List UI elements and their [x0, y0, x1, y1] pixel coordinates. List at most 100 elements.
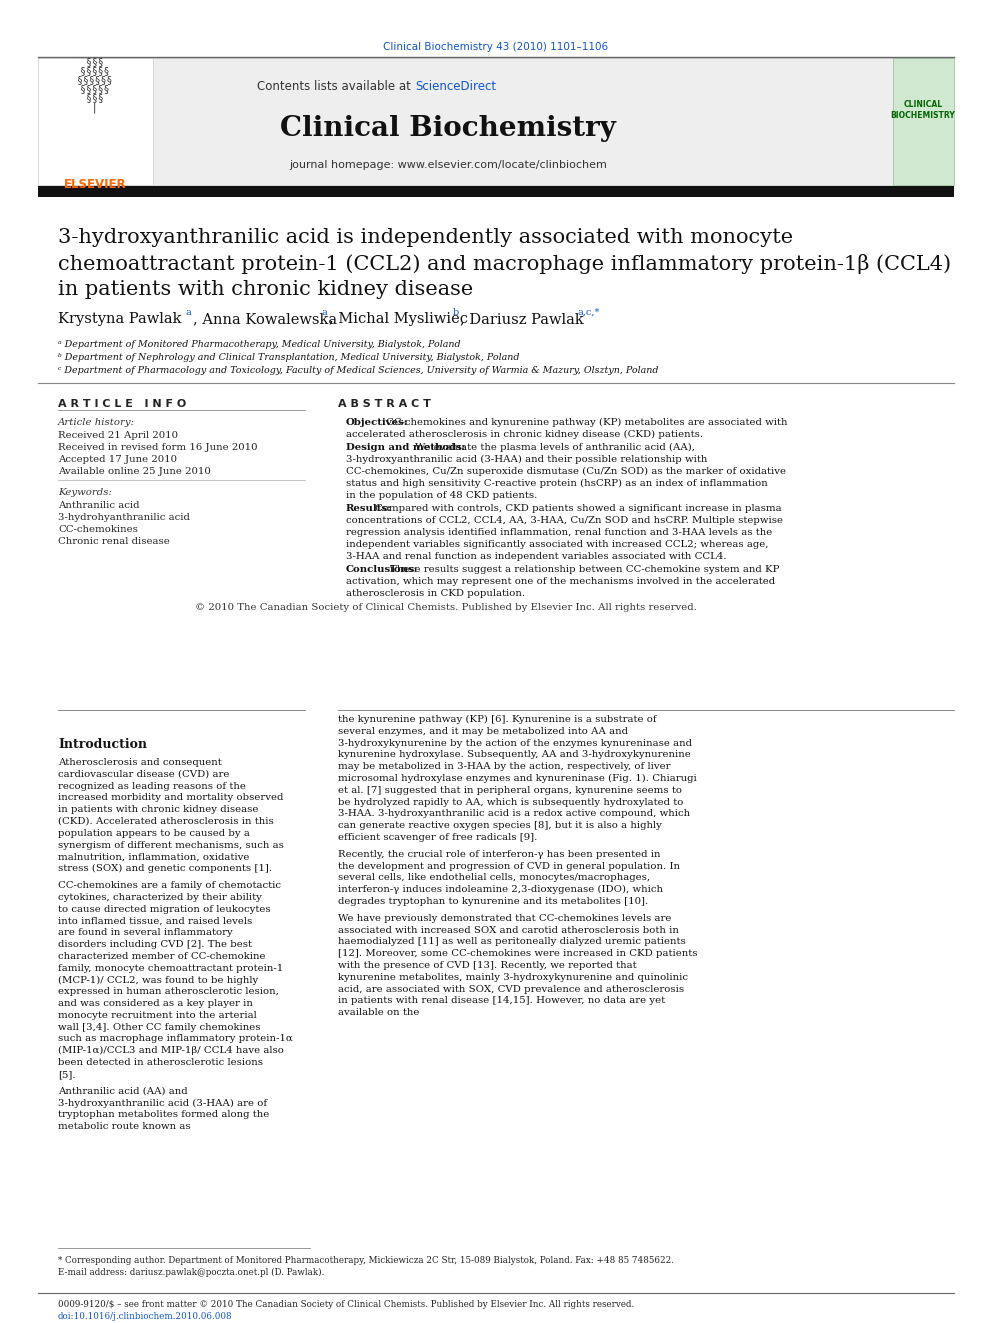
- Text: concentrations of CCL2, CCL4, AA, 3-HAA, Cu/Zn SOD and hsCRP. Multiple stepwise: concentrations of CCL2, CCL4, AA, 3-HAA,…: [346, 516, 783, 525]
- Text: metabolic route known as: metabolic route known as: [58, 1122, 190, 1131]
- Text: tryptophan metabolites formed along the: tryptophan metabolites formed along the: [58, 1110, 269, 1119]
- Text: wall [3,4]. Other CC family chemokines: wall [3,4]. Other CC family chemokines: [58, 1023, 261, 1032]
- Text: are found in several inflammatory: are found in several inflammatory: [58, 929, 233, 937]
- Text: the kynurenine pathway (KP) [6]. Kynurenine is a substrate of: the kynurenine pathway (KP) [6]. Kynuren…: [338, 714, 657, 724]
- Bar: [38, 58, 153, 185]
- Text: increased morbidity and mortality observed: increased morbidity and mortality observ…: [58, 794, 284, 803]
- Text: 3-HAA. 3-hydroxyanthranilic acid is a redox active compound, which: 3-HAA. 3-hydroxyanthranilic acid is a re…: [338, 810, 690, 819]
- Text: [5].: [5].: [58, 1070, 75, 1078]
- Text: Krystyna Pawlak: Krystyna Pawlak: [58, 312, 186, 325]
- Text: * Corresponding author. Department of Monitored Pharmacotherapy, Mickiewicza 2C : * Corresponding author. Department of Mo…: [58, 1256, 674, 1265]
- Text: haemodialyzed [11] as well as peritoneally dialyzed uremic patients: haemodialyzed [11] as well as peritoneal…: [338, 938, 685, 946]
- Text: expressed in human atherosclerotic lesion,: expressed in human atherosclerotic lesio…: [58, 987, 279, 996]
- Text: Clinical Biochemistry: Clinical Biochemistry: [280, 115, 616, 142]
- Text: E-mail address: dariusz.pawlak@poczta.onet.pl (D. Pawlak).: E-mail address: dariusz.pawlak@poczta.on…: [58, 1267, 324, 1277]
- Text: Conclusions:: Conclusions:: [346, 565, 419, 574]
- Text: several cells, like endothelial cells, monocytes/macrophages,: several cells, like endothelial cells, m…: [338, 873, 650, 882]
- Text: Results:: Results:: [346, 504, 392, 513]
- Text: CC-chemokines, Cu/Zn superoxide dismutase (Cu/Zn SOD) as the marker of oxidative: CC-chemokines, Cu/Zn superoxide dismutas…: [346, 467, 786, 476]
- Text: journal homepage: www.elsevier.com/locate/clinbiochem: journal homepage: www.elsevier.com/locat…: [289, 160, 607, 169]
- Text: Anthranilic acid (AA) and: Anthranilic acid (AA) and: [58, 1086, 187, 1095]
- Text: such as macrophage inflammatory protein-1α: such as macrophage inflammatory protein-…: [58, 1035, 293, 1044]
- Text: in patients with chronic kidney disease: in patients with chronic kidney disease: [58, 280, 473, 299]
- Text: disorders including CVD [2]. The best: disorders including CVD [2]. The best: [58, 941, 252, 949]
- Text: CC-chemokines: CC-chemokines: [58, 525, 138, 534]
- Text: a,c,*: a,c,*: [578, 308, 600, 318]
- Text: Atherosclerosis and consequent: Atherosclerosis and consequent: [58, 758, 222, 767]
- Text: can generate reactive oxygen species [8], but it is also a highly: can generate reactive oxygen species [8]…: [338, 822, 662, 831]
- Bar: [893, 58, 954, 185]
- Text: et al. [7] suggested that in peripheral organs, kynurenine seems to: et al. [7] suggested that in peripheral …: [338, 786, 682, 795]
- Text: activation, which may represent one of the mechanisms involved in the accelerate: activation, which may represent one of t…: [346, 577, 775, 586]
- Text: been detected in atherosclerotic lesions: been detected in atherosclerotic lesions: [58, 1058, 263, 1068]
- Text: [12]. Moreover, some CC-chemokines were increased in CKD patients: [12]. Moreover, some CC-chemokines were …: [338, 949, 697, 958]
- Text: (MIP-1α)/CCL3 and MIP-1β/ CCL4 have also: (MIP-1α)/CCL3 and MIP-1β/ CCL4 have also: [58, 1046, 284, 1056]
- Text: These results suggest a relationship between CC-chemokine system and KP: These results suggest a relationship bet…: [390, 565, 779, 574]
- Text: in patients with chronic kidney disease: in patients with chronic kidney disease: [58, 806, 258, 814]
- Text: atherosclerosis in CKD population.: atherosclerosis in CKD population.: [346, 589, 525, 598]
- Bar: [38, 187, 954, 197]
- Text: Clinical Biochemistry 43 (2010) 1101–1106: Clinical Biochemistry 43 (2010) 1101–110…: [384, 42, 608, 52]
- Text: family, monocyte chemoattractant protein-1: family, monocyte chemoattractant protein…: [58, 963, 284, 972]
- Text: in patients with renal disease [14,15]. However, no data are yet: in patients with renal disease [14,15]. …: [338, 996, 665, 1005]
- Text: population appears to be caused by a: population appears to be caused by a: [58, 828, 250, 837]
- Text: CC-chemokines and kynurenine pathway (KP) metabolites are associated with: CC-chemokines and kynurenine pathway (KP…: [386, 418, 788, 427]
- Text: Compared with controls, CKD patients showed a significant increase in plasma: Compared with controls, CKD patients sho…: [375, 504, 782, 513]
- Text: available on the: available on the: [338, 1008, 420, 1017]
- Text: Introduction: Introduction: [58, 738, 147, 751]
- Text: 3-hydroxyanthranilic acid is independently associated with monocyte: 3-hydroxyanthranilic acid is independent…: [58, 228, 794, 247]
- Text: synergism of different mechanisms, such as: synergism of different mechanisms, such …: [58, 840, 284, 849]
- Text: Accepted 17 June 2010: Accepted 17 June 2010: [58, 455, 177, 464]
- Text: kynurenine metabolites, mainly 3-hydroxykynurenine and quinolinic: kynurenine metabolites, mainly 3-hydroxy…: [338, 972, 688, 982]
- Text: Available online 25 June 2010: Available online 25 June 2010: [58, 467, 210, 476]
- Text: 3-HAA and renal function as independent variables associated with CCL4.: 3-HAA and renal function as independent …: [346, 552, 726, 561]
- Text: ᶜ Department of Pharmacology and Toxicology, Faculty of Medical Sciences, Univer: ᶜ Department of Pharmacology and Toxicol…: [58, 366, 659, 374]
- Text: efficient scavenger of free radicals [9].: efficient scavenger of free radicals [9]…: [338, 833, 538, 841]
- Text: Recently, the crucial role of interferon-γ has been presented in: Recently, the crucial role of interferon…: [338, 849, 661, 859]
- Text: independent variables significantly associated with increased CCL2; whereas age,: independent variables significantly asso…: [346, 540, 769, 549]
- Text: a: a: [322, 308, 327, 318]
- Text: ᵇ Department of Nephrology and Clinical Transplantation, Medical University, Bia: ᵇ Department of Nephrology and Clinical …: [58, 353, 520, 363]
- Text: , Anna Kowalewska: , Anna Kowalewska: [193, 312, 342, 325]
- Text: degrades tryptophan to kynurenine and its metabolites [10].: degrades tryptophan to kynurenine and it…: [338, 897, 648, 906]
- Text: acid, are associated with SOX, CVD prevalence and atherosclerosis: acid, are associated with SOX, CVD preva…: [338, 984, 684, 994]
- Text: 3-hydroxykynurenine by the action of the enzymes kynureninase and: 3-hydroxykynurenine by the action of the…: [338, 738, 692, 747]
- Text: Design and methods:: Design and methods:: [346, 443, 465, 452]
- Text: cardiovascular disease (CVD) are: cardiovascular disease (CVD) are: [58, 770, 229, 779]
- Text: We have previously demonstrated that CC-chemokines levels are: We have previously demonstrated that CC-…: [338, 914, 672, 923]
- Text: characterized member of CC-chemokine: characterized member of CC-chemokine: [58, 951, 266, 960]
- Text: malnutrition, inflammation, oxidative: malnutrition, inflammation, oxidative: [58, 852, 249, 861]
- Text: ᵃ Department of Monitored Pharmacotherapy, Medical University, Bialystok, Poland: ᵃ Department of Monitored Pharmacotherap…: [58, 340, 460, 349]
- Text: Received in revised form 16 June 2010: Received in revised form 16 June 2010: [58, 443, 258, 452]
- Text: CC-chemokines are a family of chemotactic: CC-chemokines are a family of chemotacti…: [58, 881, 281, 890]
- Text: with the presence of CVD [13]. Recently, we reported that: with the presence of CVD [13]. Recently,…: [338, 960, 637, 970]
- Text: 3-hydroxyanthranilic acid (3-HAA) and their possible relationship with: 3-hydroxyanthranilic acid (3-HAA) and th…: [346, 455, 707, 464]
- Text: regression analysis identified inflammation, renal function and 3-HAA levels as : regression analysis identified inflammat…: [346, 528, 772, 537]
- Text: cytokines, characterized by their ability: cytokines, characterized by their abilit…: [58, 893, 262, 902]
- Text: (MCP-1)/ CCL2, was found to be highly: (MCP-1)/ CCL2, was found to be highly: [58, 975, 258, 984]
- Text: chemoattractant protein-1 (CCL2) and macrophage inflammatory protein-1β (CCL4): chemoattractant protein-1 (CCL2) and mac…: [58, 254, 951, 274]
- Text: 3-hydroxyanthranilic acid (3-HAA) are of: 3-hydroxyanthranilic acid (3-HAA) are of: [58, 1098, 267, 1107]
- Text: b: b: [453, 308, 459, 318]
- Text: in the population of 48 CKD patients.: in the population of 48 CKD patients.: [346, 491, 538, 500]
- Text: Article history:: Article history:: [58, 418, 135, 427]
- Text: © 2010 The Canadian Society of Clinical Chemists. Published by Elsevier Inc. All: © 2010 The Canadian Society of Clinical …: [195, 603, 697, 613]
- Text: A R T I C L E   I N F O: A R T I C L E I N F O: [58, 400, 186, 409]
- Text: Contents lists available at: Contents lists available at: [257, 79, 415, 93]
- Text: doi:10.1016/j.clinbiochem.2010.06.008: doi:10.1016/j.clinbiochem.2010.06.008: [58, 1312, 233, 1320]
- Text: Received 21 April 2010: Received 21 April 2010: [58, 431, 178, 441]
- Text: status and high sensitivity C-reactive protein (hsCRP) as an index of inflammati: status and high sensitivity C-reactive p…: [346, 479, 768, 488]
- Text: recognized as leading reasons of the: recognized as leading reasons of the: [58, 782, 246, 791]
- Text: interferon-γ induces indoleamine 2,3-dioxygenase (IDO), which: interferon-γ induces indoleamine 2,3-dio…: [338, 885, 663, 894]
- Text: several enzymes, and it may be metabolized into AA and: several enzymes, and it may be metaboliz…: [338, 726, 628, 736]
- Text: a: a: [186, 308, 191, 318]
- Text: §§§
§§§§§
§§§§§§
§§§§§
§§§
  |: §§§ §§§§§ §§§§§§ §§§§§ §§§ |: [77, 57, 113, 114]
- Text: accelerated atherosclerosis in chronic kidney disease (CKD) patients.: accelerated atherosclerosis in chronic k…: [346, 430, 703, 439]
- Text: into inflamed tissue, and raised levels: into inflamed tissue, and raised levels: [58, 917, 252, 925]
- Text: We evaluate the plasma levels of anthranilic acid (AA),: We evaluate the plasma levels of anthran…: [416, 443, 695, 452]
- Text: be hydrolyzed rapidly to AA, which is subsequently hydroxylated to: be hydrolyzed rapidly to AA, which is su…: [338, 798, 683, 807]
- Text: the development and progression of CVD in general population. In: the development and progression of CVD i…: [338, 861, 680, 871]
- Text: CLINICAL
BIOCHEMISTRY: CLINICAL BIOCHEMISTRY: [891, 99, 955, 120]
- Text: 0009-9120/$ – see front matter © 2010 The Canadian Society of Clinical Chemists.: 0009-9120/$ – see front matter © 2010 Th…: [58, 1301, 634, 1308]
- Text: , Michal Mysliwiec: , Michal Mysliwiec: [329, 312, 472, 325]
